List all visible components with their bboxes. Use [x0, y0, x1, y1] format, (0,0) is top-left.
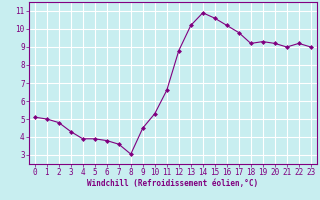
X-axis label: Windchill (Refroidissement éolien,°C): Windchill (Refroidissement éolien,°C): [87, 179, 258, 188]
